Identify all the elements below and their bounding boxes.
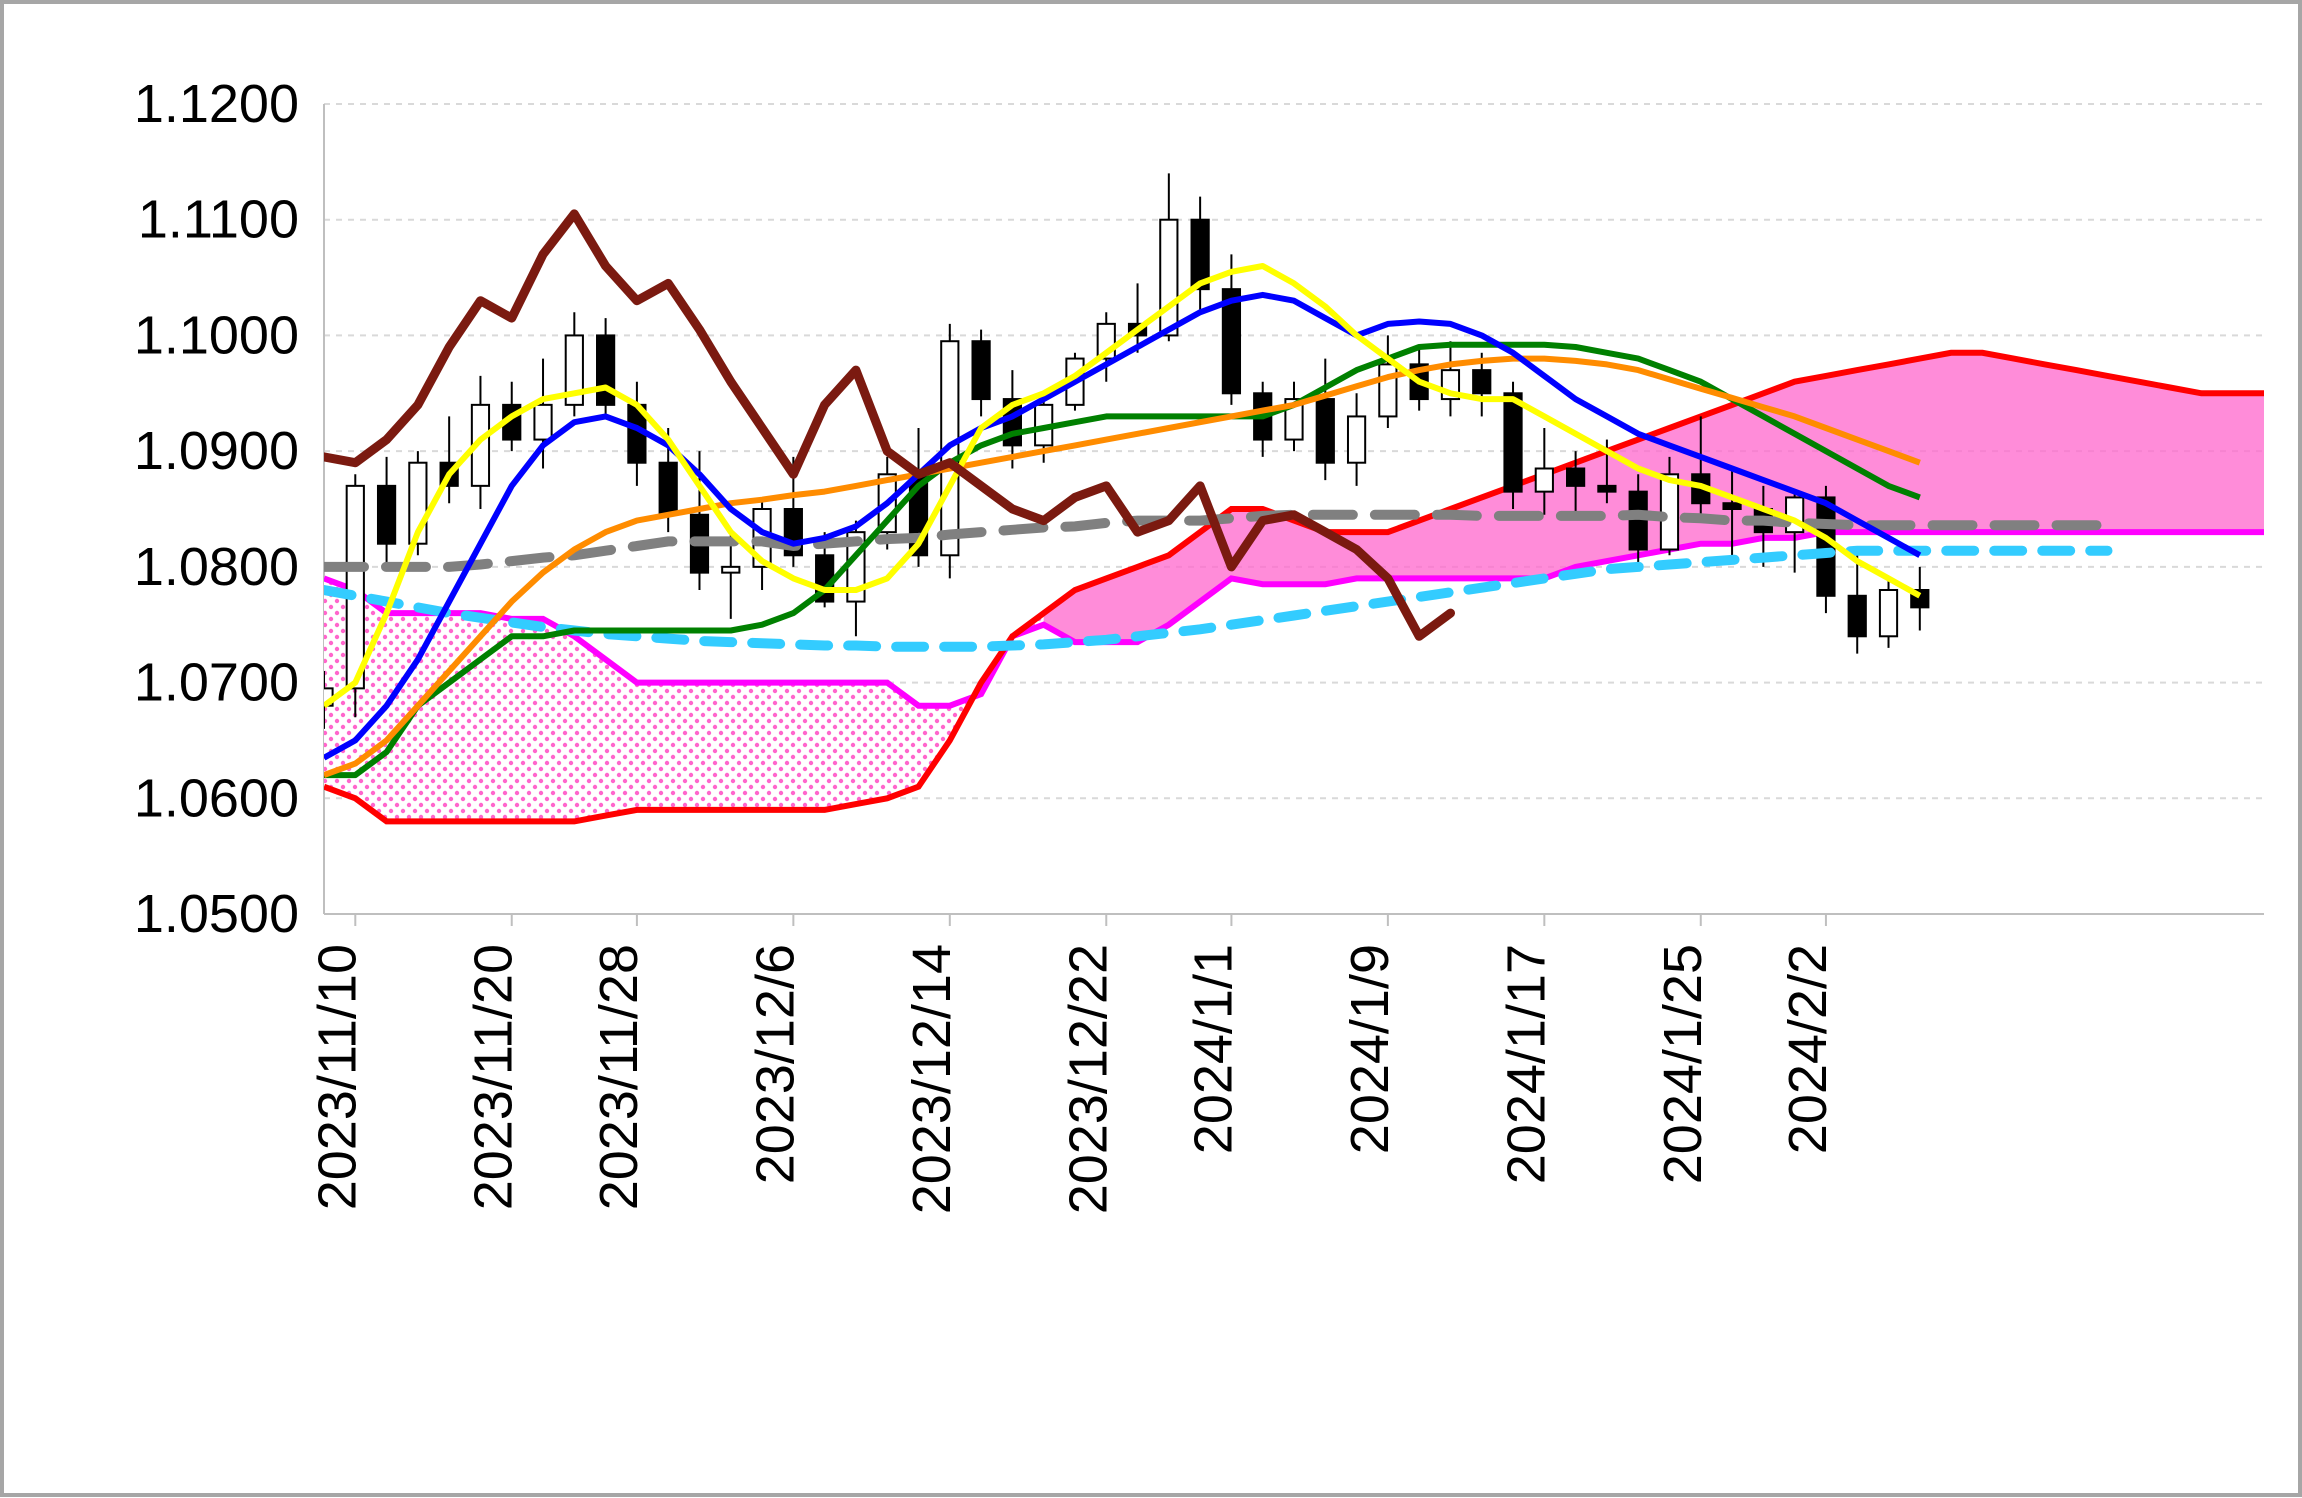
- candle-body: [534, 405, 551, 440]
- plot-layer: [315, 173, 2264, 821]
- x-tick-label-group: 2023/11/20: [464, 944, 524, 1210]
- cloud-bullish: [1044, 353, 2264, 642]
- y-tick-label: 1.1200: [134, 74, 299, 134]
- x-tick-label-group: 2023/11/28: [589, 944, 649, 1210]
- candle-body: [1723, 503, 1740, 509]
- candle-body: [597, 335, 614, 404]
- candle-body: [1880, 590, 1897, 636]
- candle-body: [972, 341, 989, 399]
- candle-body: [1598, 486, 1615, 492]
- x-tick-label-group: 2024/1/17: [1496, 944, 1556, 1184]
- y-tick-label: 1.1000: [134, 305, 299, 365]
- x-tick-label: 2024/1/1: [1183, 944, 1243, 1154]
- x-tick-label-group: 2023/12/6: [745, 944, 805, 1184]
- y-tick-label: 1.0700: [134, 653, 299, 713]
- x-tick-label: 2023/11/10: [307, 944, 367, 1210]
- y-tick-label: 1.0600: [134, 768, 299, 828]
- candle-body: [722, 567, 739, 573]
- x-tick-label-group: 2023/12/14: [902, 944, 962, 1214]
- candle-body: [347, 486, 364, 689]
- y-tick-label: 1.1100: [138, 190, 299, 250]
- x-tick-label: 2023/11/28: [589, 944, 649, 1210]
- x-tick-label-group: 2023/11/10: [307, 944, 367, 1210]
- candle-body: [1567, 469, 1584, 486]
- x-tick-label-group: 2024/1/9: [1340, 944, 1400, 1154]
- x-tick-label-group: 2023/12/22: [1058, 944, 1118, 1214]
- candle-body: [1849, 596, 1866, 637]
- candle-body: [1630, 492, 1647, 550]
- ichimoku-chart: 1.0500 1.0600 1.0700 1.0800 1.0900 1.1000 1.11…: [4, 4, 2298, 1493]
- candle-body: [1473, 370, 1490, 393]
- x-tick-label: 2024/1/17: [1496, 944, 1556, 1184]
- x-tick-label: 2023/12/6: [745, 944, 805, 1184]
- x-tick-label: 2024/1/9: [1340, 944, 1400, 1154]
- x-tick-label: 2023/12/14: [902, 944, 962, 1214]
- x-tick-label: 2024/2/2: [1778, 944, 1838, 1154]
- x-tick-label: 2023/11/20: [464, 944, 524, 1210]
- y-tick-label: 1.0900: [134, 421, 299, 481]
- y-tick-label: 1.0500: [134, 884, 299, 944]
- candle-body: [1317, 399, 1334, 463]
- x-tick-label: 2024/1/25: [1653, 944, 1713, 1184]
- candle-body: [1348, 416, 1365, 462]
- candle-body: [378, 486, 395, 544]
- candle-body: [1536, 469, 1553, 492]
- candle-body: [1160, 220, 1177, 336]
- x-tick-label-group: 2024/1/25: [1653, 944, 1713, 1184]
- candle-body: [1379, 364, 1396, 416]
- candle-body: [1504, 393, 1521, 491]
- chart-container: 1.0500 1.0600 1.0700 1.0800 1.0900 1.1000 1.11…: [0, 0, 2302, 1497]
- x-tick-label-group: 2024/2/2: [1778, 944, 1838, 1154]
- x-tick-label: 2023/12/22: [1058, 944, 1118, 1214]
- candle-body: [1817, 497, 1834, 595]
- y-tick-label: 1.0800: [134, 537, 299, 597]
- candle-body: [660, 463, 677, 515]
- x-tick-label-group: 2024/1/1: [1183, 944, 1243, 1154]
